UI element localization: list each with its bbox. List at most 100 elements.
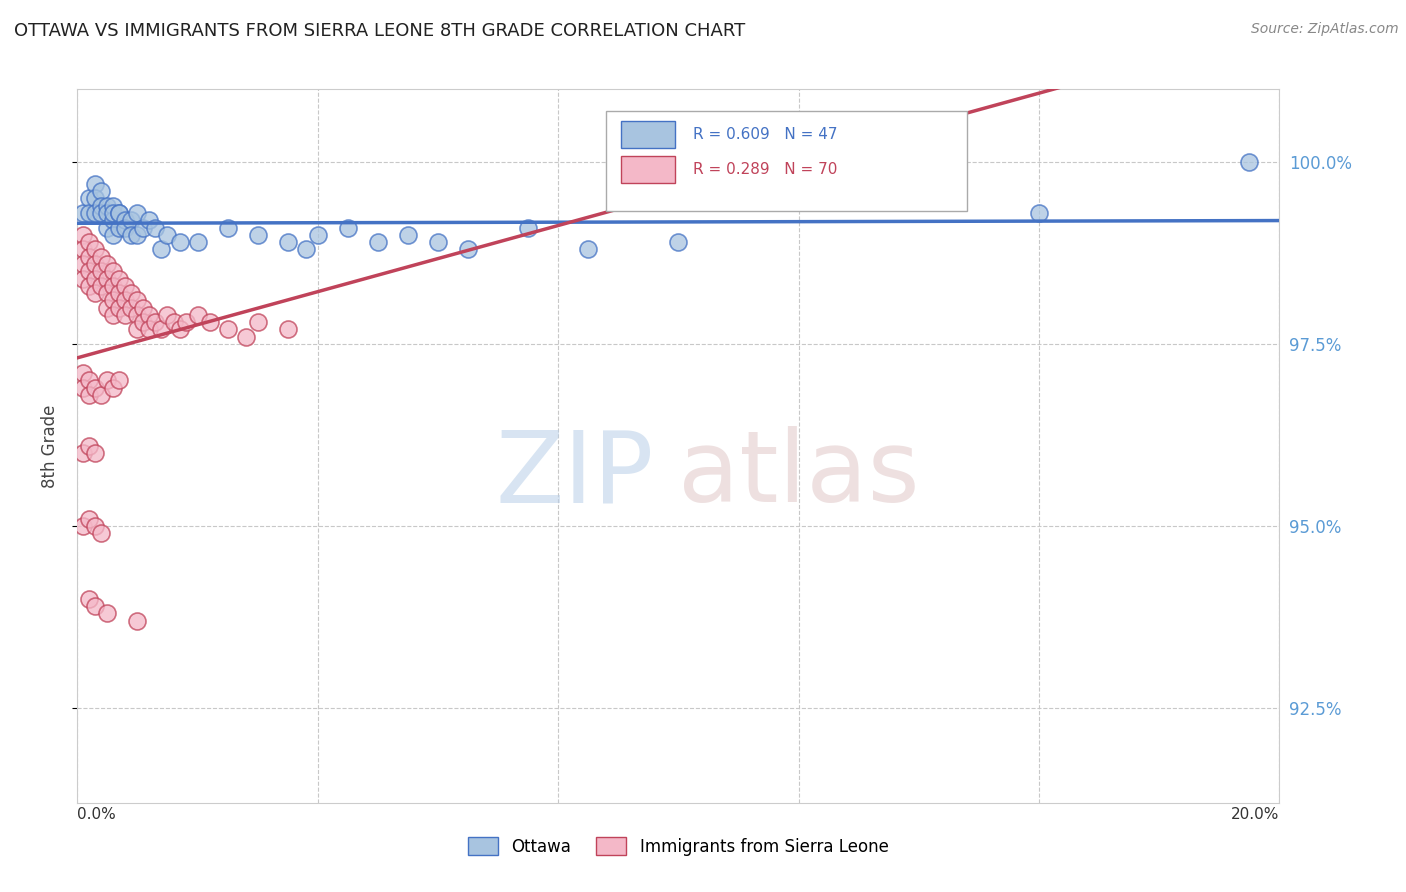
- Point: [72, 366, 94, 380]
- Point: [84, 286, 107, 301]
- Point: [668, 235, 690, 249]
- Point: [198, 315, 221, 329]
- Point: [79, 250, 101, 264]
- Point: [72, 519, 94, 533]
- Point: [103, 381, 125, 395]
- Point: [96, 374, 118, 388]
- Point: [84, 271, 107, 285]
- Point: [90, 388, 112, 402]
- Point: [84, 381, 107, 395]
- Point: [108, 301, 131, 315]
- Point: [84, 191, 107, 205]
- Point: [96, 286, 118, 301]
- Point: [156, 227, 179, 242]
- Point: [457, 243, 479, 257]
- Point: [114, 220, 136, 235]
- Point: [96, 301, 118, 315]
- Point: [127, 614, 149, 628]
- Point: [72, 243, 94, 257]
- Point: [367, 235, 389, 249]
- Legend: Ottawa, Immigrants from Sierra Leone: Ottawa, Immigrants from Sierra Leone: [461, 830, 896, 863]
- Point: [127, 206, 149, 220]
- Point: [96, 199, 118, 213]
- Point: [79, 374, 101, 388]
- Point: [114, 293, 136, 308]
- Point: [84, 206, 107, 220]
- Point: [79, 512, 101, 526]
- Point: [90, 526, 112, 541]
- Point: [132, 301, 155, 315]
- Point: [79, 264, 101, 278]
- Point: [103, 308, 125, 322]
- Point: [72, 257, 94, 271]
- Text: ZIP: ZIP: [496, 426, 654, 523]
- Point: [103, 206, 125, 220]
- Point: [576, 243, 599, 257]
- Point: [103, 227, 125, 242]
- Text: OTTAWA VS IMMIGRANTS FROM SIERRA LEONE 8TH GRADE CORRELATION CHART: OTTAWA VS IMMIGRANTS FROM SIERRA LEONE 8…: [14, 22, 745, 40]
- Point: [235, 330, 257, 344]
- Point: [427, 235, 450, 249]
- Point: [84, 257, 107, 271]
- Point: [114, 213, 136, 227]
- Point: [72, 446, 94, 460]
- Point: [79, 235, 101, 249]
- Point: [90, 206, 112, 220]
- Point: [103, 213, 125, 227]
- Point: [108, 271, 131, 285]
- Point: [174, 315, 197, 329]
- Point: [307, 227, 329, 242]
- Point: [246, 227, 269, 242]
- Point: [103, 278, 125, 293]
- Point: [217, 322, 239, 336]
- Point: [84, 177, 107, 191]
- Point: [396, 227, 419, 242]
- Point: [127, 293, 149, 308]
- Point: [72, 271, 94, 285]
- Point: [108, 220, 131, 235]
- Text: R = 0.289   N = 70: R = 0.289 N = 70: [693, 161, 837, 177]
- Point: [79, 206, 101, 220]
- Point: [138, 213, 160, 227]
- Point: [162, 315, 184, 329]
- Point: [127, 227, 149, 242]
- Point: [187, 308, 209, 322]
- Point: [120, 227, 142, 242]
- Point: [96, 206, 118, 220]
- Point: [145, 220, 167, 235]
- Point: [96, 271, 118, 285]
- Point: [103, 199, 125, 213]
- Point: [120, 213, 142, 227]
- Point: [72, 381, 94, 395]
- Point: [150, 322, 173, 336]
- Point: [169, 235, 191, 249]
- Point: [138, 322, 160, 336]
- Point: [79, 191, 101, 205]
- Bar: [620, 155, 675, 183]
- Point: [132, 315, 155, 329]
- Point: [294, 243, 316, 257]
- Point: [127, 322, 149, 336]
- Point: [79, 439, 101, 453]
- Point: [84, 599, 107, 614]
- Point: [120, 286, 142, 301]
- Point: [145, 315, 167, 329]
- Point: [79, 278, 101, 293]
- Point: [72, 206, 94, 220]
- Point: [1028, 206, 1050, 220]
- Point: [156, 308, 179, 322]
- Text: Source: ZipAtlas.com: Source: ZipAtlas.com: [1251, 22, 1399, 37]
- Point: [114, 278, 136, 293]
- Point: [108, 374, 131, 388]
- Point: [108, 206, 131, 220]
- Point: [277, 235, 299, 249]
- Point: [79, 388, 101, 402]
- Point: [84, 243, 107, 257]
- Point: [90, 278, 112, 293]
- Text: 20.0%: 20.0%: [1232, 807, 1279, 822]
- Point: [336, 220, 359, 235]
- Point: [90, 184, 112, 198]
- Point: [84, 519, 107, 533]
- Y-axis label: 8th Grade: 8th Grade: [41, 404, 59, 488]
- Point: [90, 250, 112, 264]
